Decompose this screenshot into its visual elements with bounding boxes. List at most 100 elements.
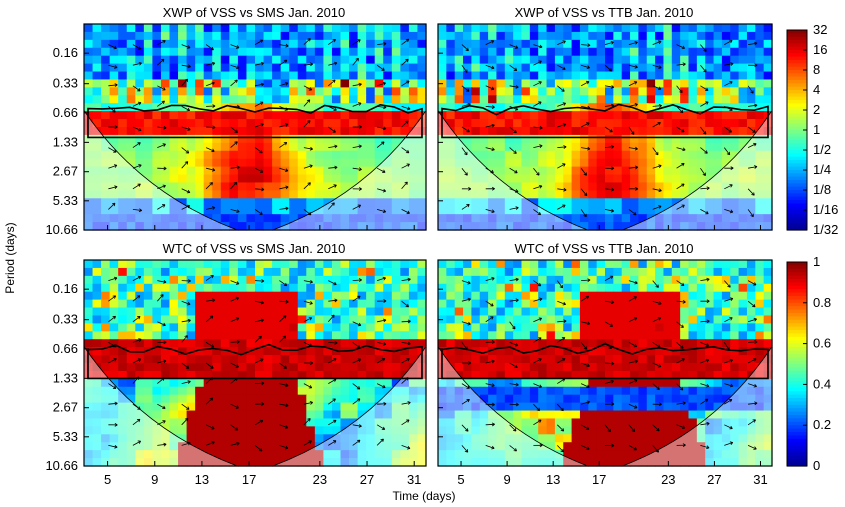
heatmap-cell [696, 260, 706, 269]
heatmap-cell [349, 31, 359, 41]
heatmap-cell [212, 291, 222, 301]
heatmap-cell [186, 347, 196, 356]
heatmap-cell [504, 363, 514, 372]
heatmap-cell [680, 134, 690, 144]
heatmap-cell [289, 315, 299, 324]
heatmap-cell [554, 426, 564, 435]
phase-arrow [628, 81, 638, 87]
heatmap-cell [229, 323, 239, 332]
phase-arrow [581, 278, 591, 283]
heatmap-cell [504, 370, 514, 380]
heatmap-cell [571, 331, 581, 340]
heatmap-cell [186, 267, 196, 277]
heatmap-cell [349, 174, 359, 184]
heatmap-cell [488, 127, 498, 136]
heatmap-cell [152, 127, 162, 136]
heatmap-cell [255, 134, 265, 144]
heatmap-cell [237, 347, 248, 356]
heatmap-cell [596, 378, 606, 388]
heatmap-cell [504, 323, 514, 332]
heatmap-cell [521, 174, 531, 184]
heatmap-cell [546, 275, 556, 285]
heatmap-cell [135, 55, 145, 65]
heatmap-cell [680, 450, 690, 459]
colorbar-segment [787, 289, 807, 294]
heatmap-cell [630, 222, 639, 231]
heatmap-cell [646, 291, 656, 301]
heatmap-cell [738, 111, 748, 120]
heatmap-cell [605, 386, 614, 396]
heatmap-cell [152, 307, 162, 317]
heatmap-cell [696, 39, 706, 49]
heatmap-cell [417, 87, 427, 96]
heatmap-cell [571, 426, 581, 435]
heatmap-cell [746, 103, 756, 112]
phase-arrow [205, 275, 214, 281]
heatmap-cell [446, 275, 456, 285]
phase-arrow [132, 338, 142, 343]
heatmap-cell [438, 458, 447, 467]
heatmap-cell [314, 142, 324, 152]
heatmap-cell [169, 458, 179, 467]
heatmap-cell [357, 103, 367, 112]
heatmap-cell [391, 434, 401, 443]
heatmap-cell [289, 378, 299, 388]
heatmap-cell [101, 47, 111, 57]
heatmap-cell [579, 134, 589, 144]
heatmap-cell [463, 355, 472, 364]
heatmap-cell [721, 347, 731, 356]
phase-arrow [254, 82, 265, 87]
phase-arrow [157, 166, 167, 171]
heatmap-cell [323, 458, 333, 467]
phase-arrow [181, 161, 189, 169]
heatmap-cell [118, 450, 128, 459]
heatmap-cell [178, 275, 188, 285]
heatmap-cell [630, 119, 639, 128]
phase-arrow [509, 445, 517, 452]
heatmap-cell [638, 386, 648, 396]
heatmap-cell [126, 323, 136, 332]
colorbar-tick-label: 16 [813, 42, 827, 57]
phase-arrow [303, 300, 313, 305]
heatmap-cell [529, 355, 539, 364]
heatmap-cell [571, 174, 581, 184]
heatmap-cell [613, 214, 623, 223]
heatmap-cell [212, 142, 222, 152]
heatmap-cell [713, 190, 723, 199]
heatmap-cell [713, 291, 723, 301]
heatmap-cell [306, 150, 316, 160]
heatmap-cell [152, 47, 162, 57]
heatmap-cell [195, 299, 205, 309]
heatmap-cell [763, 426, 773, 435]
heatmap-cell [579, 386, 589, 396]
phase-arrow [509, 277, 519, 282]
heatmap-cell [721, 315, 731, 324]
heatmap-cell [554, 315, 564, 324]
heatmap-cell [546, 410, 556, 420]
heatmap-cell [152, 190, 162, 199]
heatmap-cell [160, 127, 171, 136]
heatmap-cell [383, 450, 393, 459]
heatmap-cell [417, 283, 427, 293]
heatmap-cell [212, 63, 222, 73]
phase-arrow [377, 126, 387, 131]
heatmap-cell [738, 434, 748, 443]
heatmap-cell [272, 347, 282, 356]
heatmap-cell [229, 31, 239, 41]
heatmap-cell [357, 190, 367, 199]
heatmap-cell [521, 363, 531, 372]
heatmap-cell [730, 355, 740, 364]
heatmap-cell [280, 142, 290, 152]
heatmap-cell [400, 119, 410, 128]
phase-arrow [461, 167, 468, 176]
heatmap-cell [229, 307, 239, 317]
heatmap-cell [463, 363, 472, 372]
heatmap-cell [763, 458, 773, 467]
colorbar-segment [787, 170, 807, 174]
heatmap-cell [229, 386, 239, 396]
phase-arrow [580, 122, 590, 128]
heatmap-cell [306, 111, 316, 120]
heatmap-cell [680, 87, 690, 96]
heatmap-cell [746, 87, 756, 96]
colorbar-segment [787, 302, 807, 307]
